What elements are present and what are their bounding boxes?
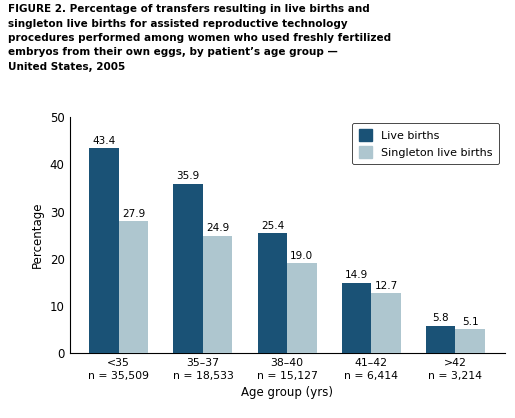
Text: 5.8: 5.8 (433, 314, 449, 324)
X-axis label: Age group (yrs): Age group (yrs) (241, 386, 333, 400)
Y-axis label: Percentage: Percentage (31, 202, 44, 268)
Text: 27.9: 27.9 (122, 209, 145, 219)
Text: 12.7: 12.7 (374, 281, 398, 291)
Bar (174, 184, 203, 353)
Text: 25.4: 25.4 (261, 221, 284, 231)
Bar (89, 148, 119, 353)
Bar (203, 236, 232, 353)
Bar (371, 293, 401, 353)
Text: 14.9: 14.9 (345, 270, 368, 280)
Bar (455, 329, 485, 353)
Bar (119, 222, 148, 353)
Text: 43.4: 43.4 (92, 136, 116, 146)
Text: 35.9: 35.9 (177, 171, 200, 181)
Text: 24.9: 24.9 (206, 223, 229, 233)
Bar (258, 233, 287, 353)
Bar (342, 283, 371, 353)
Bar (426, 326, 455, 353)
Text: 19.0: 19.0 (290, 251, 314, 261)
Text: FIGURE 2. Percentage of transfers resulting in live births and
singleton live bi: FIGURE 2. Percentage of transfers result… (8, 4, 391, 72)
Text: 5.1: 5.1 (462, 317, 478, 327)
Legend: Live births, Singleton live births: Live births, Singleton live births (352, 122, 499, 164)
Bar (287, 263, 317, 353)
